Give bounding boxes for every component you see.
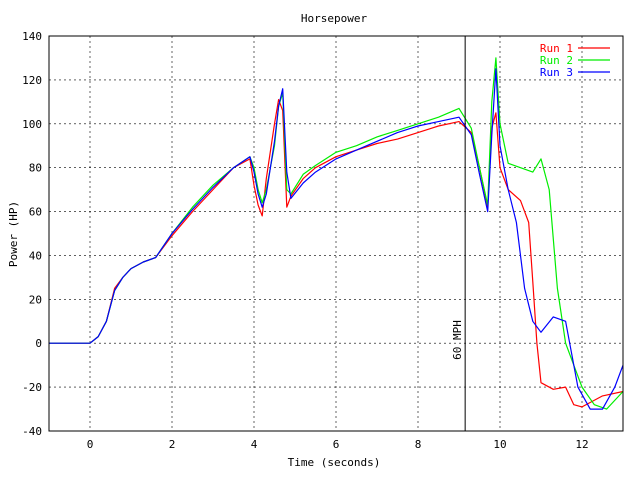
y-tick-label: 20: [29, 293, 42, 306]
x-tick-label: 4: [251, 438, 258, 451]
x-tick-label: 0: [87, 438, 94, 451]
legend-label: Run 1: [540, 42, 573, 55]
x-axis-label: Time (seconds): [288, 456, 381, 469]
plot-frame: [48, 35, 624, 432]
grid: [49, 35, 623, 432]
y-tick-label: 40: [29, 249, 42, 262]
y-tick-label: -40: [22, 425, 42, 438]
annotations: 60 MPH: [451, 36, 466, 431]
x-tick-label: 6: [333, 438, 340, 451]
y-tick-label: 140: [22, 30, 42, 43]
x-tick-label: 10: [493, 438, 506, 451]
x-tick-label: 8: [415, 438, 422, 451]
chart-title: Horsepower: [301, 12, 368, 25]
legend-label: Run 2: [540, 54, 573, 67]
y-tick-label: -20: [22, 381, 42, 394]
y-tick-label: 120: [22, 74, 42, 87]
legend-label: Run 3: [540, 66, 573, 79]
axis-ticks: 0 2 4 6 8 10 12 -40 -20 0 20 40 60 80 100 120 140: [22, 30, 589, 451]
y-tick-label: 0: [35, 337, 42, 350]
y-tick-label: 60: [29, 206, 42, 219]
x-tick-label: 2: [169, 438, 176, 451]
series-lines: [49, 57, 624, 410]
y-tick-label: 80: [29, 162, 42, 175]
series-line: [49, 98, 624, 408]
y-tick-label: 100: [22, 118, 42, 131]
vertical-marker-label: 60 MPH: [451, 320, 464, 360]
x-tick-label: 12: [575, 438, 588, 451]
series-line: [49, 68, 624, 410]
y-axis-label: Power (HP): [7, 201, 20, 267]
